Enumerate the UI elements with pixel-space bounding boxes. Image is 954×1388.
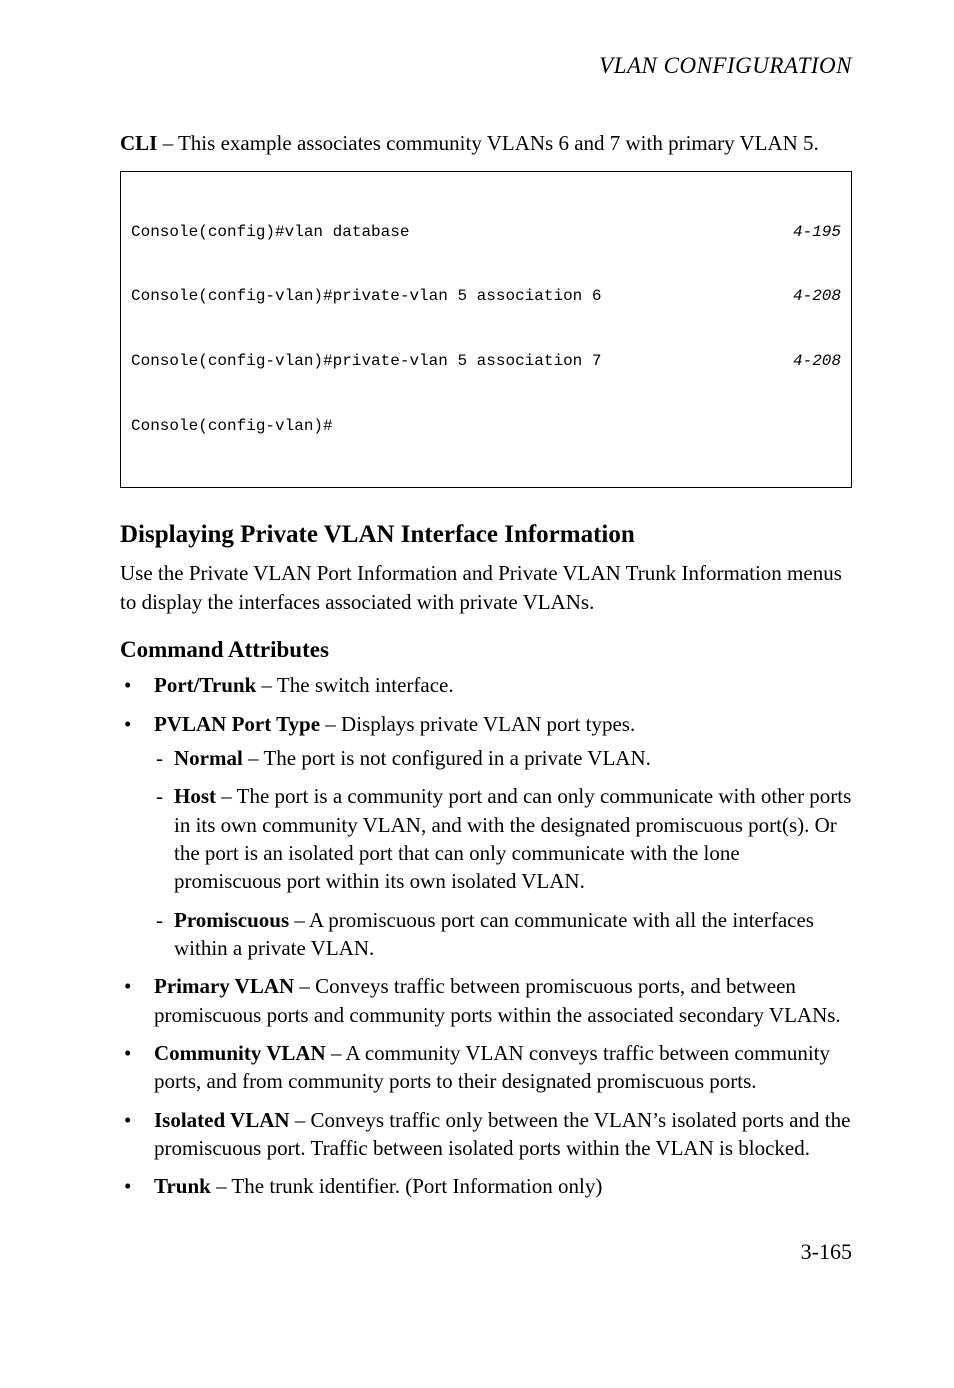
page: VLAN CONFIGURATION CLI – This example as… — [0, 0, 954, 1306]
intro-rest: – This example associates community VLAN… — [157, 131, 818, 155]
list-item: Trunk – The trunk identifier. (Port Info… — [120, 1172, 852, 1200]
list-item: Isolated VLAN – Conveys traffic only bet… — [120, 1106, 852, 1163]
code-right: 4-195 — [793, 222, 841, 244]
code-right: 4-208 — [793, 286, 841, 308]
intro-prefix: CLI — [120, 131, 157, 155]
term: Promiscuous — [174, 908, 289, 932]
term: Trunk — [154, 1174, 211, 1198]
code-left: Console(config-vlan)#private-vlan 5 asso… — [131, 351, 601, 373]
list-item: Normal – The port is not configured in a… — [154, 744, 852, 772]
term-desc: – The port is not configured in a privat… — [243, 746, 651, 770]
code-right: 4-208 — [793, 351, 841, 373]
running-head-text: VLAN CONFIGURATION — [599, 53, 852, 78]
code-line: Console(config-vlan)#private-vlan 5 asso… — [131, 351, 841, 373]
code-line: Console(config-vlan)#private-vlan 5 asso… — [131, 286, 841, 308]
page-number: 3-165 — [120, 1237, 852, 1267]
list-item: Community VLAN – A community VLAN convey… — [120, 1039, 852, 1096]
term-desc: – The switch interface. — [256, 673, 453, 697]
term: PVLAN Port Type — [154, 712, 320, 736]
running-head: VLAN CONFIGURATION — [120, 50, 852, 81]
term: Community VLAN — [154, 1041, 326, 1065]
sub-list: Normal – The port is not configured in a… — [154, 744, 852, 962]
term: Host — [174, 784, 216, 808]
term: Normal — [174, 746, 243, 770]
term: Isolated VLAN — [154, 1108, 290, 1132]
list-item: Host – The port is a community port and … — [154, 782, 852, 895]
list-item: Port/Trunk – The switch interface. — [120, 671, 852, 699]
intro-paragraph: CLI – This example associates community … — [120, 129, 852, 157]
bullet-list: Port/Trunk – The switch interface. PVLAN… — [120, 671, 852, 1201]
list-item: Primary VLAN – Conveys traffic between p… — [120, 972, 852, 1029]
list-item: Promiscuous – A promiscuous port can com… — [154, 906, 852, 963]
code-left: Console(config-vlan)# — [131, 416, 333, 438]
section-title: Displaying Private VLAN Interface Inform… — [120, 518, 852, 552]
term-desc: – Displays private VLAN port types. — [320, 712, 635, 736]
code-left: Console(config)#vlan database — [131, 222, 409, 244]
term-desc: – The port is a community port and can o… — [174, 784, 851, 893]
code-block: Console(config)#vlan database 4-195 Cons… — [120, 171, 852, 487]
code-left: Console(config-vlan)#private-vlan 5 asso… — [131, 286, 601, 308]
code-line: Console(config-vlan)# — [131, 416, 841, 438]
list-item: PVLAN Port Type – Displays private VLAN … — [120, 710, 852, 963]
term-desc: – The trunk identifier. (Port Informatio… — [211, 1174, 603, 1198]
section-description: Use the Private VLAN Port Information an… — [120, 559, 852, 616]
code-line: Console(config)#vlan database 4-195 — [131, 222, 841, 244]
term: Primary VLAN — [154, 974, 294, 998]
term: Port/Trunk — [154, 673, 256, 697]
command-attributes-heading: Command Attributes — [120, 634, 852, 665]
